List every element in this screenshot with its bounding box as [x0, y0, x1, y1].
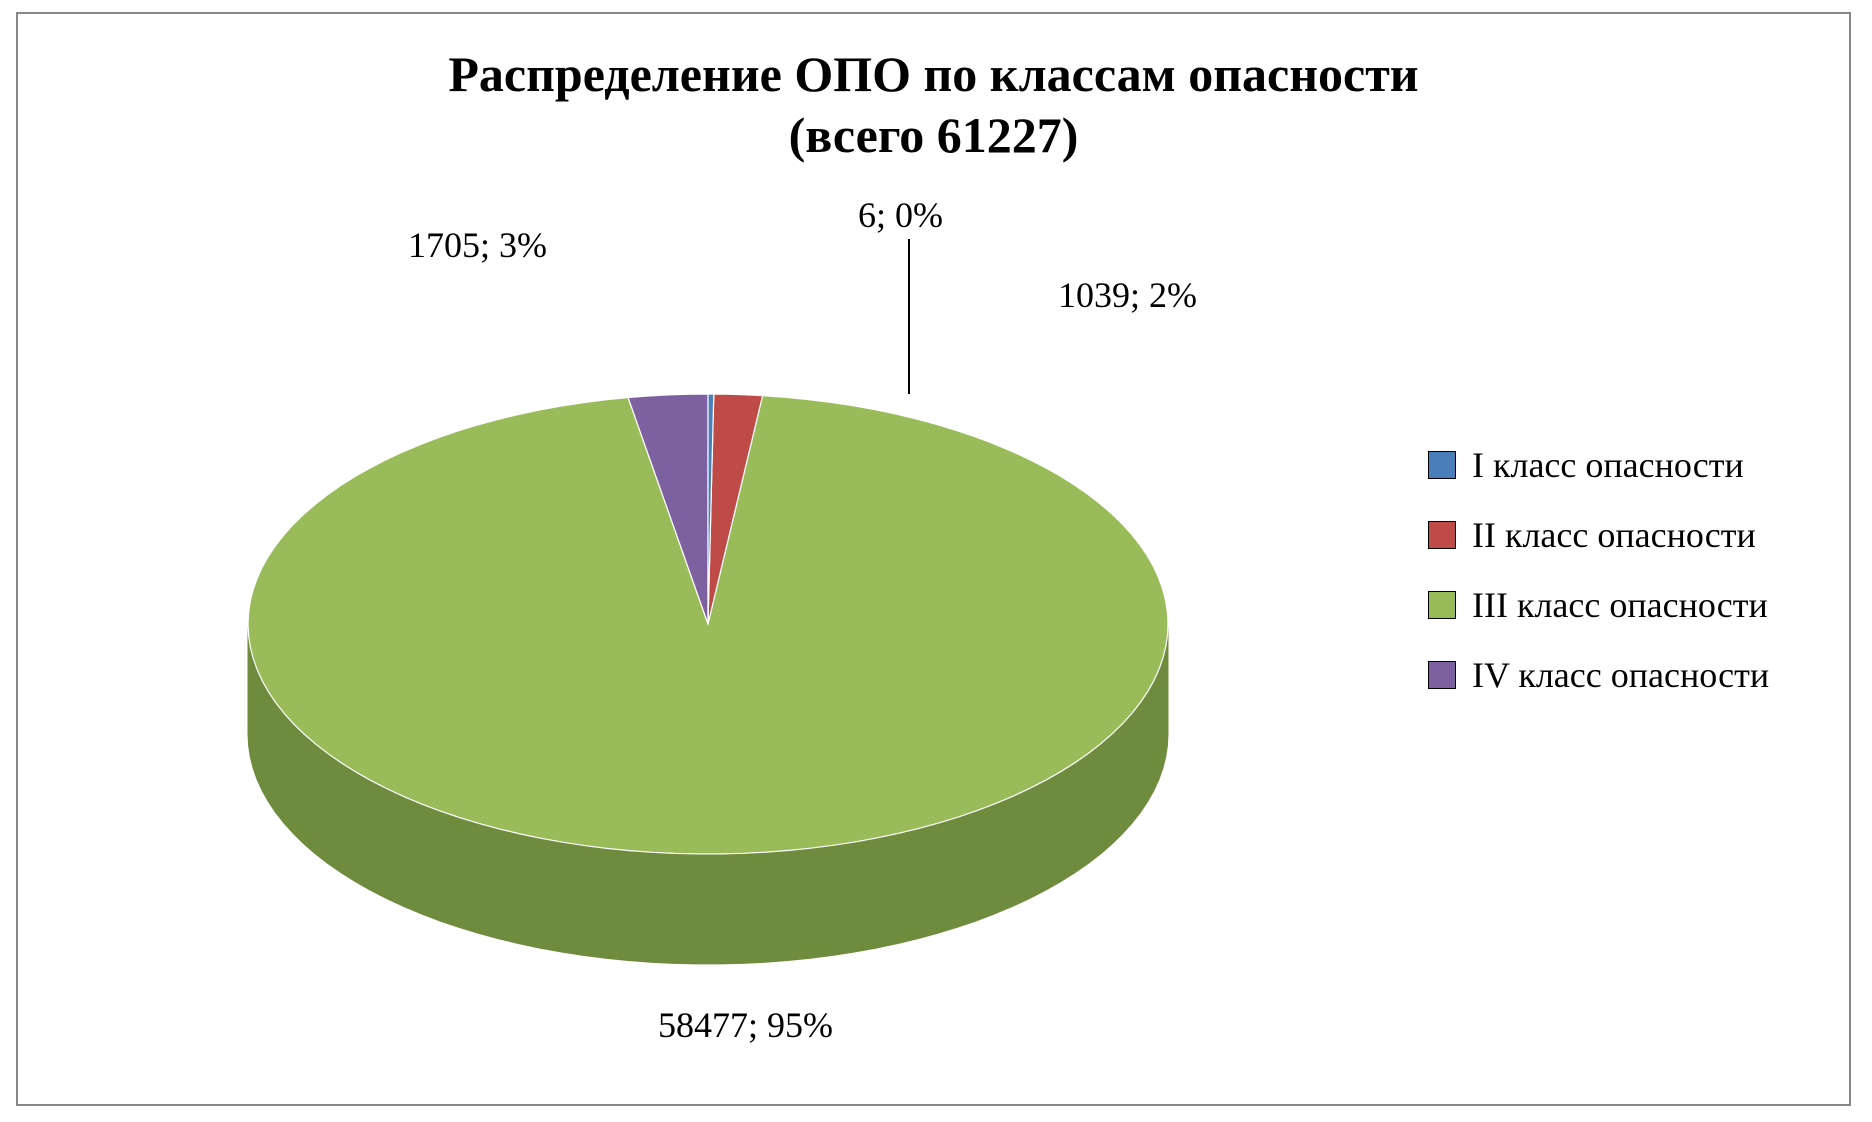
chart-title-line2: (всего 61227) [789, 107, 1079, 163]
legend: I класс опасности II класс опасности III… [1428, 444, 1769, 724]
legend-label-1: II класс опасности [1472, 514, 1756, 556]
data-label-slice2-text: 58477; 95% [658, 1005, 833, 1045]
legend-label-2: III класс опасности [1472, 584, 1768, 626]
data-label-slice0-text: 6; 0% [858, 195, 943, 235]
legend-item-1: II класс опасности [1428, 514, 1769, 556]
data-label-slice3-text: 1705; 3% [408, 225, 547, 265]
legend-item-0: I класс опасности [1428, 444, 1769, 486]
legend-label-0: I класс опасности [1472, 444, 1744, 486]
legend-item-2: III класс опасности [1428, 584, 1769, 626]
data-label-slice1: 1039; 2% [1058, 274, 1197, 316]
data-label-slice0: 6; 0% [858, 194, 943, 236]
leader-line-slice0 [908, 239, 910, 394]
data-label-slice3: 1705; 3% [408, 224, 547, 266]
legend-swatch-3 [1428, 661, 1456, 689]
data-label-slice1-text: 1039; 2% [1058, 275, 1197, 315]
chart-frame: Распределение ОПО по классам опасности (… [16, 12, 1851, 1106]
pie-chart: 6; 0% 1039; 2% 58477; 95% 1705; 3% [188, 284, 1228, 1044]
pie-svg [188, 284, 1228, 1044]
legend-label-3: IV класс опасности [1472, 654, 1769, 696]
chart-title-line1: Распределение ОПО по классам опасности [448, 46, 1418, 102]
chart-title: Распределение ОПО по классам опасности (… [18, 44, 1849, 166]
legend-swatch-2 [1428, 591, 1456, 619]
legend-item-3: IV класс опасности [1428, 654, 1769, 696]
legend-swatch-1 [1428, 521, 1456, 549]
legend-swatch-0 [1428, 451, 1456, 479]
data-label-slice2: 58477; 95% [658, 1004, 833, 1046]
